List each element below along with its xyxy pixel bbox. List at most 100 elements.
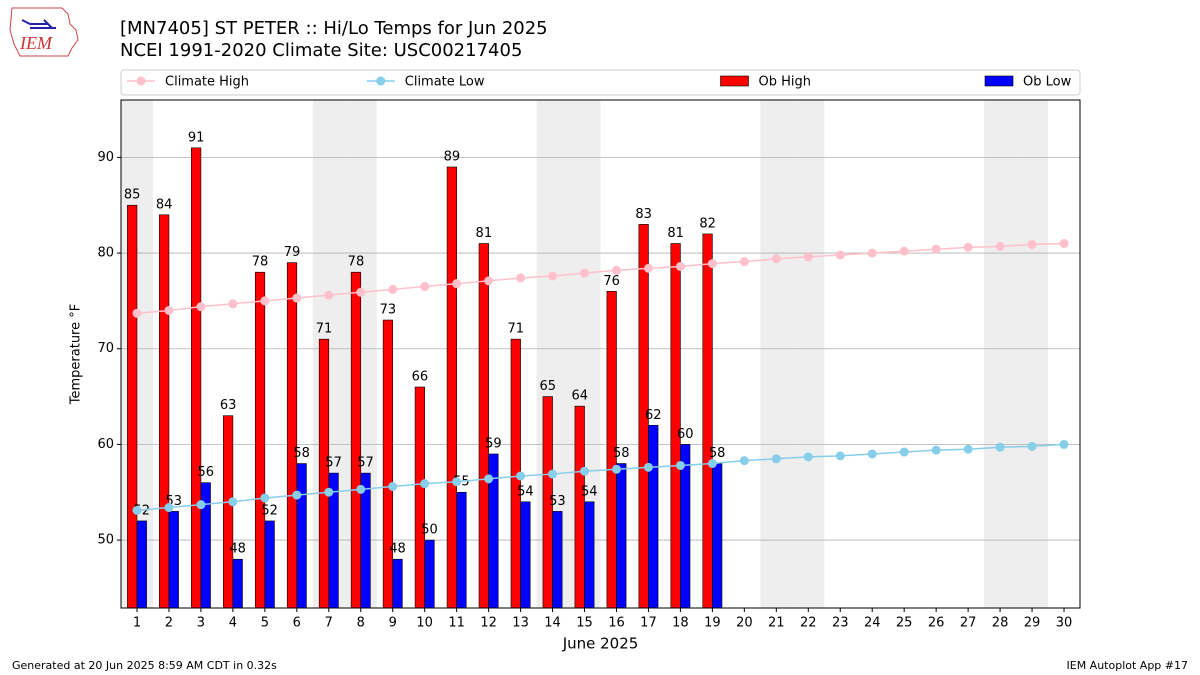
line-marker bbox=[516, 471, 526, 481]
line-marker bbox=[835, 250, 845, 260]
x-tick-label: 4 bbox=[229, 616, 237, 631]
shaded-day bbox=[792, 100, 825, 608]
line-marker bbox=[931, 244, 941, 254]
x-tick-label: 15 bbox=[576, 616, 593, 631]
bar bbox=[350, 271, 362, 609]
y-axis-label: Temperature °F bbox=[69, 304, 84, 405]
shaded-day bbox=[760, 100, 793, 608]
data-label: 48 bbox=[229, 542, 246, 557]
bar bbox=[456, 491, 467, 609]
data-label: 63 bbox=[220, 398, 237, 413]
x-tick-label: 29 bbox=[1024, 616, 1041, 631]
line-marker bbox=[324, 290, 334, 300]
x-tick-label: 19 bbox=[704, 616, 721, 631]
line-marker bbox=[739, 456, 749, 466]
line-marker bbox=[260, 493, 270, 503]
line-marker bbox=[771, 254, 781, 264]
logo-text: IEM bbox=[19, 33, 53, 53]
line-marker bbox=[643, 462, 653, 472]
line-marker bbox=[739, 257, 749, 267]
bar bbox=[712, 463, 723, 609]
line-marker bbox=[643, 263, 653, 273]
bar bbox=[478, 243, 489, 609]
line-marker bbox=[803, 252, 813, 262]
bar bbox=[254, 271, 266, 609]
data-label: 56 bbox=[197, 465, 214, 480]
bar bbox=[136, 520, 147, 609]
line-marker bbox=[516, 273, 526, 283]
data-label: 59 bbox=[485, 436, 502, 451]
line-marker bbox=[771, 454, 781, 464]
bar bbox=[670, 243, 681, 609]
line-marker bbox=[452, 477, 462, 487]
line-marker bbox=[228, 299, 238, 309]
footer-right: IEM Autoplot App #17 bbox=[1067, 659, 1189, 672]
line-marker bbox=[324, 487, 334, 497]
data-label: 58 bbox=[613, 446, 630, 461]
logo: IEM bbox=[9, 7, 79, 57]
x-tick-label: 23 bbox=[832, 616, 849, 631]
x-tick-label: 27 bbox=[960, 616, 977, 631]
x-tick-label: 20 bbox=[736, 616, 753, 631]
data-label: 58 bbox=[293, 446, 310, 461]
y-tick-label: 50 bbox=[97, 533, 114, 548]
line-marker bbox=[803, 452, 813, 462]
line-marker bbox=[1059, 439, 1069, 449]
line-marker bbox=[867, 248, 877, 258]
x-tick-label: 9 bbox=[389, 616, 397, 631]
bar bbox=[168, 511, 179, 609]
x-tick-label: 28 bbox=[992, 616, 1009, 631]
x-tick-label: 13 bbox=[512, 616, 529, 631]
data-label: 78 bbox=[348, 255, 365, 270]
x-tick-label: 21 bbox=[768, 616, 785, 631]
line-marker bbox=[611, 464, 621, 474]
bar bbox=[222, 415, 234, 609]
shaded-day bbox=[1016, 100, 1049, 608]
footer-left: Generated at 20 Jun 2025 8:59 AM CDT in … bbox=[12, 659, 277, 672]
line-marker bbox=[1027, 239, 1037, 249]
data-label: 84 bbox=[156, 197, 173, 212]
line-marker bbox=[867, 449, 877, 459]
legend-item: Ob Low bbox=[984, 75, 1072, 90]
line-marker bbox=[548, 469, 558, 479]
y-tick-label: 80 bbox=[97, 246, 114, 261]
line-marker bbox=[196, 500, 206, 510]
line-marker bbox=[675, 460, 685, 470]
data-label: 71 bbox=[316, 322, 333, 337]
x-tick-label: 2 bbox=[165, 616, 173, 631]
line-marker bbox=[899, 447, 909, 457]
line-marker bbox=[707, 459, 717, 469]
x-tick-label: 11 bbox=[448, 616, 465, 631]
x-tick-label: 6 bbox=[293, 616, 301, 631]
line-marker bbox=[1027, 441, 1037, 451]
data-label: 57 bbox=[325, 456, 342, 471]
line-marker bbox=[931, 445, 941, 455]
data-label: 66 bbox=[412, 370, 429, 385]
legend-label: Climate High bbox=[165, 75, 249, 90]
data-label: 89 bbox=[444, 149, 461, 164]
line-marker bbox=[675, 261, 685, 271]
x-tick-label: 24 bbox=[864, 616, 881, 631]
data-label: 57 bbox=[357, 456, 374, 471]
data-label: 85 bbox=[124, 188, 141, 203]
legend-marker bbox=[136, 76, 146, 86]
line-marker bbox=[707, 259, 717, 269]
line-marker bbox=[228, 497, 238, 507]
line-marker bbox=[164, 503, 174, 513]
line-marker bbox=[356, 484, 366, 494]
bar bbox=[232, 558, 243, 609]
y-tick-label: 70 bbox=[97, 341, 114, 356]
bar bbox=[159, 214, 170, 609]
bar bbox=[702, 233, 713, 609]
line-marker bbox=[164, 305, 174, 315]
x-tick-label: 22 bbox=[800, 616, 817, 631]
line-marker bbox=[196, 302, 206, 312]
data-label: 53 bbox=[549, 494, 566, 509]
bar bbox=[648, 424, 659, 609]
data-label: 83 bbox=[635, 207, 652, 222]
data-label: 54 bbox=[581, 484, 598, 499]
legend-item: Climate Low bbox=[366, 75, 485, 90]
line-marker bbox=[388, 482, 398, 492]
legend-item: Ob High bbox=[720, 75, 811, 90]
